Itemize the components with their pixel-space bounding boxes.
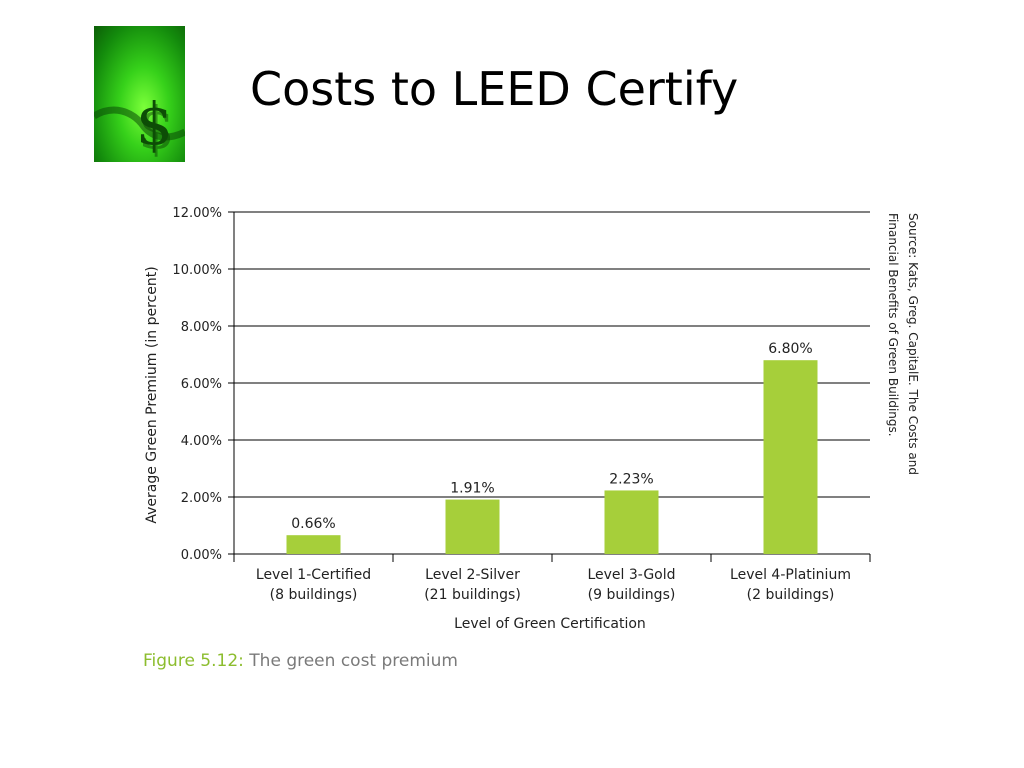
x-tick-sublabel: (8 buildings) [270, 587, 358, 603]
y-axis-label: Average Green Premium (in percent) [144, 266, 160, 523]
x-tick-sublabel: (2 buildings) [747, 587, 835, 603]
x-tick-label: Level 3-Gold [587, 567, 675, 583]
figure-caption: Figure 5.12: The green cost premium [143, 651, 458, 671]
y-tick-label: 0.00% [181, 548, 222, 563]
data-label: 0.66% [291, 516, 335, 532]
x-tick-sublabel: (9 buildings) [588, 587, 676, 603]
slide-title: Costs to LEED Certify [250, 62, 739, 116]
y-tick-label: 12.00% [172, 206, 222, 221]
x-tick-label: Level 2-Silver [425, 567, 520, 583]
x-tick-sublabel: (21 buildings) [424, 587, 521, 603]
x-tick-label: Level 4-Platinium [730, 567, 851, 583]
logo-glyph: $ [136, 90, 173, 158]
bar [445, 499, 500, 554]
x-axis-label: Level of Green Certification [454, 616, 646, 632]
x-tick-label: Level 1-Certified [256, 567, 371, 583]
dollar-sign-icon: $ $ [94, 90, 185, 162]
logo-glyph-shadow: $ [138, 94, 175, 162]
data-label: 1.91% [450, 481, 494, 497]
bar [286, 535, 341, 554]
y-tick-label: 10.00% [172, 263, 222, 278]
figure-caption-label: Figure 5.12: [143, 651, 244, 671]
logo: $ $ [94, 26, 185, 162]
bar [763, 360, 818, 554]
data-label: 2.23% [609, 471, 653, 487]
bar [604, 490, 659, 554]
y-tick-label: 2.00% [181, 491, 222, 506]
source-note: Source: Kats, Greg. CapitalE. The Costs … [886, 213, 920, 476]
figure-caption-text: The green cost premium [249, 651, 458, 671]
y-tick-label: 4.00% [181, 434, 222, 449]
y-tick-label: 6.00% [181, 377, 222, 392]
y-tick-label: 8.00% [181, 320, 222, 335]
data-label: 6.80% [768, 341, 812, 357]
